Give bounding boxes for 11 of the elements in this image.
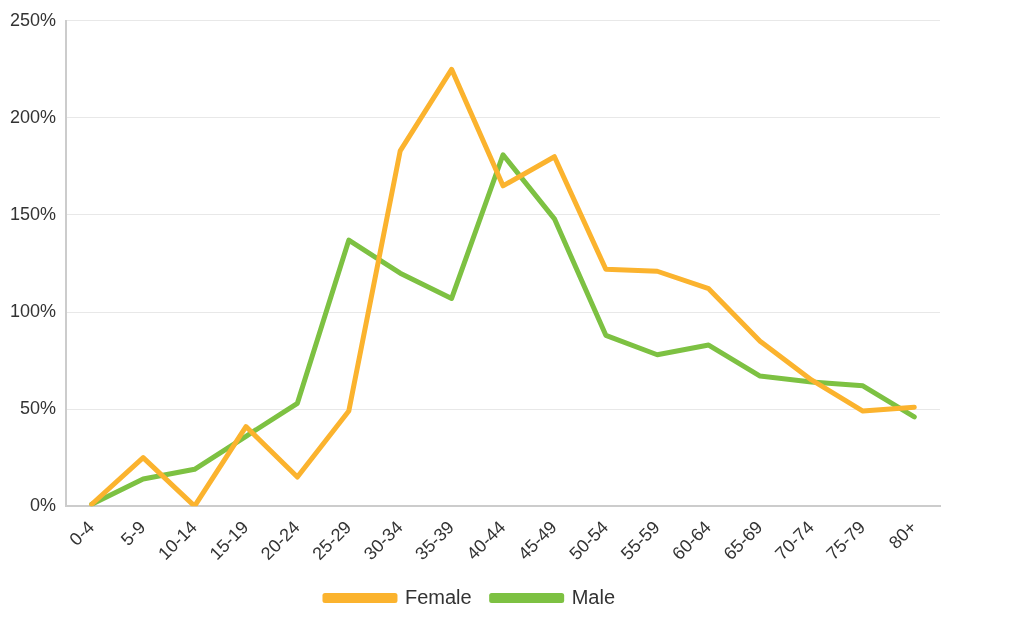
legend-label: Female xyxy=(404,585,472,608)
x-tick-label: 5-9 xyxy=(116,517,150,550)
x-tick-label: 80+ xyxy=(884,517,921,553)
x-tick-label: 0-4 xyxy=(65,517,99,550)
y-tick-label: 0% xyxy=(30,495,57,516)
y-tick-label: 200% xyxy=(9,106,57,127)
y-tick-label: 100% xyxy=(9,300,57,321)
y-tick-label: 150% xyxy=(9,203,57,224)
legend-label: Male xyxy=(571,585,616,608)
y-tick-label: 50% xyxy=(20,398,57,419)
y-tick-label: 250% xyxy=(9,9,57,30)
